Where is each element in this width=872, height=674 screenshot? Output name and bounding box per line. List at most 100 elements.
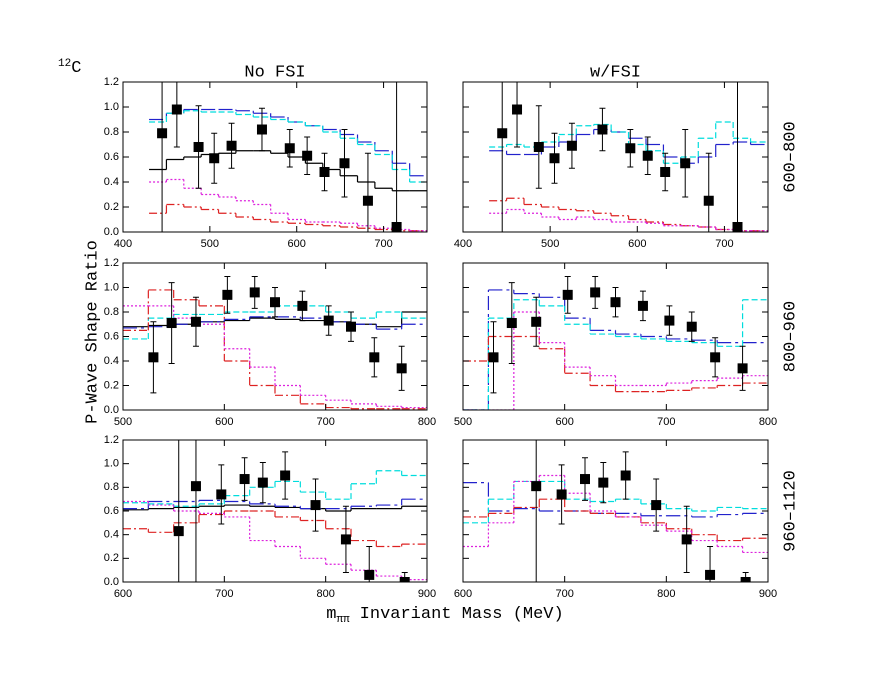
y-tick-label: 0.2 xyxy=(104,201,119,213)
data-point xyxy=(625,143,636,154)
data-point xyxy=(497,128,508,139)
data-point xyxy=(705,569,716,580)
data-point xyxy=(506,318,517,329)
y-axis-label: P-Wave Shape Ratio xyxy=(83,240,102,424)
y-tick-label: 0.2 xyxy=(104,552,119,564)
x-label-text: Invariant Mass (MeV) xyxy=(360,605,564,624)
data-point xyxy=(173,526,184,537)
data-point xyxy=(660,167,671,177)
x-tick-label: 800 xyxy=(418,416,436,428)
data-point xyxy=(270,297,280,308)
data-point xyxy=(193,142,204,152)
data-point xyxy=(171,104,182,115)
x-label-subscript: ππ xyxy=(336,614,350,626)
data-point xyxy=(222,289,233,300)
x-tick-label: 500 xyxy=(541,238,559,250)
x-tick-label: 600 xyxy=(454,588,472,600)
x-axis-label: mππ Invariant Mass (MeV) xyxy=(326,605,563,625)
y-tick-label: 1.2 xyxy=(104,257,119,269)
panel-title: w/FSI xyxy=(590,63,641,82)
data-point xyxy=(216,489,227,500)
data-point xyxy=(531,316,542,327)
plot-area xyxy=(123,275,427,410)
data-point xyxy=(284,143,295,154)
y-tick-label: 0.0 xyxy=(104,226,119,238)
data-point xyxy=(686,321,697,332)
data-point xyxy=(302,150,313,161)
y-tick-label: 1.2 xyxy=(104,434,119,446)
data-point xyxy=(323,315,334,326)
data-point xyxy=(339,158,350,169)
panel-title: No FSI xyxy=(244,63,305,82)
data-point xyxy=(740,577,751,582)
data-point xyxy=(681,534,692,545)
x-tick-label: 800 xyxy=(316,588,334,600)
data-point xyxy=(710,352,721,363)
data-point xyxy=(651,500,662,511)
x-tick-label: 400 xyxy=(114,238,132,250)
data-point xyxy=(642,150,653,161)
nucleus-label: 12C xyxy=(58,58,81,79)
plot-area xyxy=(463,275,768,410)
data-point xyxy=(620,470,631,481)
x-tick-label: 500 xyxy=(454,416,472,428)
row-label: 960–1120 xyxy=(781,470,800,552)
x-tick-label: 600 xyxy=(288,238,306,250)
x-tick-label: 600 xyxy=(215,416,233,428)
x-tick-label: 900 xyxy=(418,588,436,600)
data-point xyxy=(166,318,177,329)
data-point xyxy=(364,569,375,580)
y-tick-label: 1.2 xyxy=(104,76,119,88)
error-bar xyxy=(401,572,408,582)
x-label-symbol: m xyxy=(326,605,336,624)
x-tick-label: 800 xyxy=(657,588,675,600)
x-tick-label: 500 xyxy=(201,238,219,250)
data-point xyxy=(148,352,159,363)
plot-area xyxy=(123,440,427,582)
y-tick-label: 1.0 xyxy=(104,458,119,470)
data-point xyxy=(190,316,201,327)
data-point xyxy=(488,352,499,363)
data-point xyxy=(391,222,402,232)
data-point xyxy=(362,195,373,206)
y-tick-label: 0.0 xyxy=(104,576,119,588)
data-point xyxy=(637,300,648,311)
y-tick-label: 0.4 xyxy=(104,176,119,188)
row-label: 800–960 xyxy=(781,301,800,372)
plot-area xyxy=(489,82,768,232)
data-point xyxy=(396,363,407,374)
nucleus-mass: 12 xyxy=(58,58,71,70)
x-tick-label: 600 xyxy=(114,588,132,600)
data-point xyxy=(319,167,330,177)
data-point xyxy=(209,153,220,164)
data-point xyxy=(549,153,560,164)
y-tick-label: 0.8 xyxy=(104,306,119,318)
plot-area xyxy=(463,440,768,582)
y-tick-label: 0.8 xyxy=(104,126,119,138)
y-tick-label: 0.4 xyxy=(104,355,119,367)
row-label: 600–800 xyxy=(781,121,800,192)
data-point xyxy=(531,481,542,492)
data-point xyxy=(239,474,250,485)
x-tick-label: 600 xyxy=(555,416,573,428)
data-point xyxy=(732,222,743,232)
y-tick-label: 0.6 xyxy=(104,505,119,517)
y-tick-label: 0.6 xyxy=(104,330,119,342)
data-point xyxy=(556,489,567,500)
data-point xyxy=(226,140,237,151)
y-tick-label: 0.6 xyxy=(104,151,119,163)
data-point xyxy=(280,470,291,481)
error-bar xyxy=(742,572,749,582)
data-point xyxy=(610,297,621,308)
data-point xyxy=(399,577,410,582)
data-point xyxy=(512,104,523,115)
x-tick-label: 600 xyxy=(628,238,646,250)
data-point xyxy=(256,124,267,135)
x-tick-label: 700 xyxy=(374,238,392,250)
x-tick-label: 700 xyxy=(316,416,334,428)
data-point xyxy=(257,477,268,488)
data-point xyxy=(737,363,748,374)
data-point xyxy=(340,534,351,545)
data-point xyxy=(533,142,544,152)
x-tick-label: 700 xyxy=(715,238,733,250)
